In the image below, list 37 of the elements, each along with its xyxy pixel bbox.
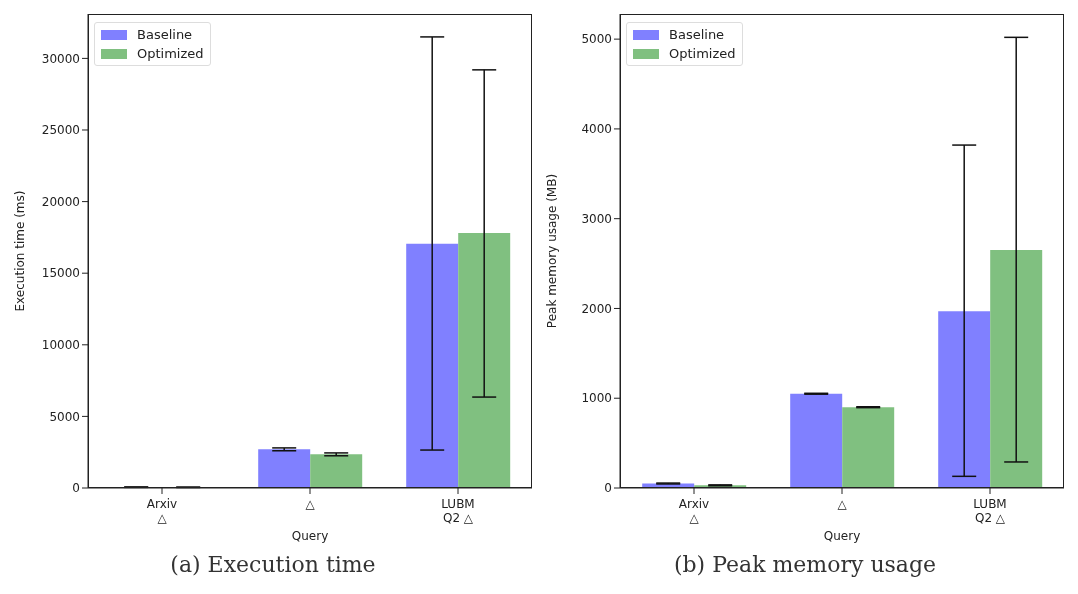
y-tick-label: 0: [72, 481, 80, 496]
x-tick-label: Arxiv △: [678, 497, 710, 525]
legend-label: Baseline: [669, 27, 725, 42]
y-axis-title: Execution time (ms): [13, 190, 28, 312]
y-tick-label: 1000: [581, 391, 612, 406]
x-tick-label: Arxiv △: [146, 497, 178, 525]
bar: [458, 233, 511, 488]
y-tick-label: 10000: [41, 338, 80, 353]
y-tick-label: 5000: [581, 32, 612, 47]
y-axis-title: Peak memory usage (MB): [545, 173, 560, 329]
x-tick-label: LUBM Q2 △: [973, 497, 1007, 525]
text: (a) Execution time: [170, 552, 376, 577]
y-tick-label: 15000: [41, 266, 80, 281]
bar: [258, 449, 311, 488]
y-tick-label: 3000: [581, 211, 612, 226]
y-tick-label: 4000: [581, 122, 612, 137]
legend-label: Optimized: [137, 46, 204, 61]
bar: [310, 454, 363, 488]
x-tick-label: △: [305, 497, 316, 511]
y-tick-label: 25000: [41, 123, 80, 138]
x-tick-label: △: [837, 497, 848, 511]
bar: [406, 243, 459, 488]
y-tick-label: 30000: [41, 51, 80, 66]
text: (b) Peak memory usage: [673, 552, 937, 577]
legend-label: Baseline: [137, 27, 193, 42]
bar: [790, 393, 843, 488]
y-tick-label: 2000: [581, 301, 612, 316]
x-axis-title: Query: [291, 529, 329, 543]
y-tick-label: 5000: [49, 409, 80, 424]
x-tick-label: LUBM Q2 △: [441, 497, 475, 525]
y-tick-label: 20000: [41, 194, 80, 209]
bar: [938, 311, 991, 488]
legend-label: Optimized: [669, 46, 736, 61]
x-axis-title: Query: [823, 529, 861, 543]
bar: [842, 407, 895, 488]
y-tick-label: 0: [604, 481, 612, 496]
bar: [990, 250, 1043, 488]
